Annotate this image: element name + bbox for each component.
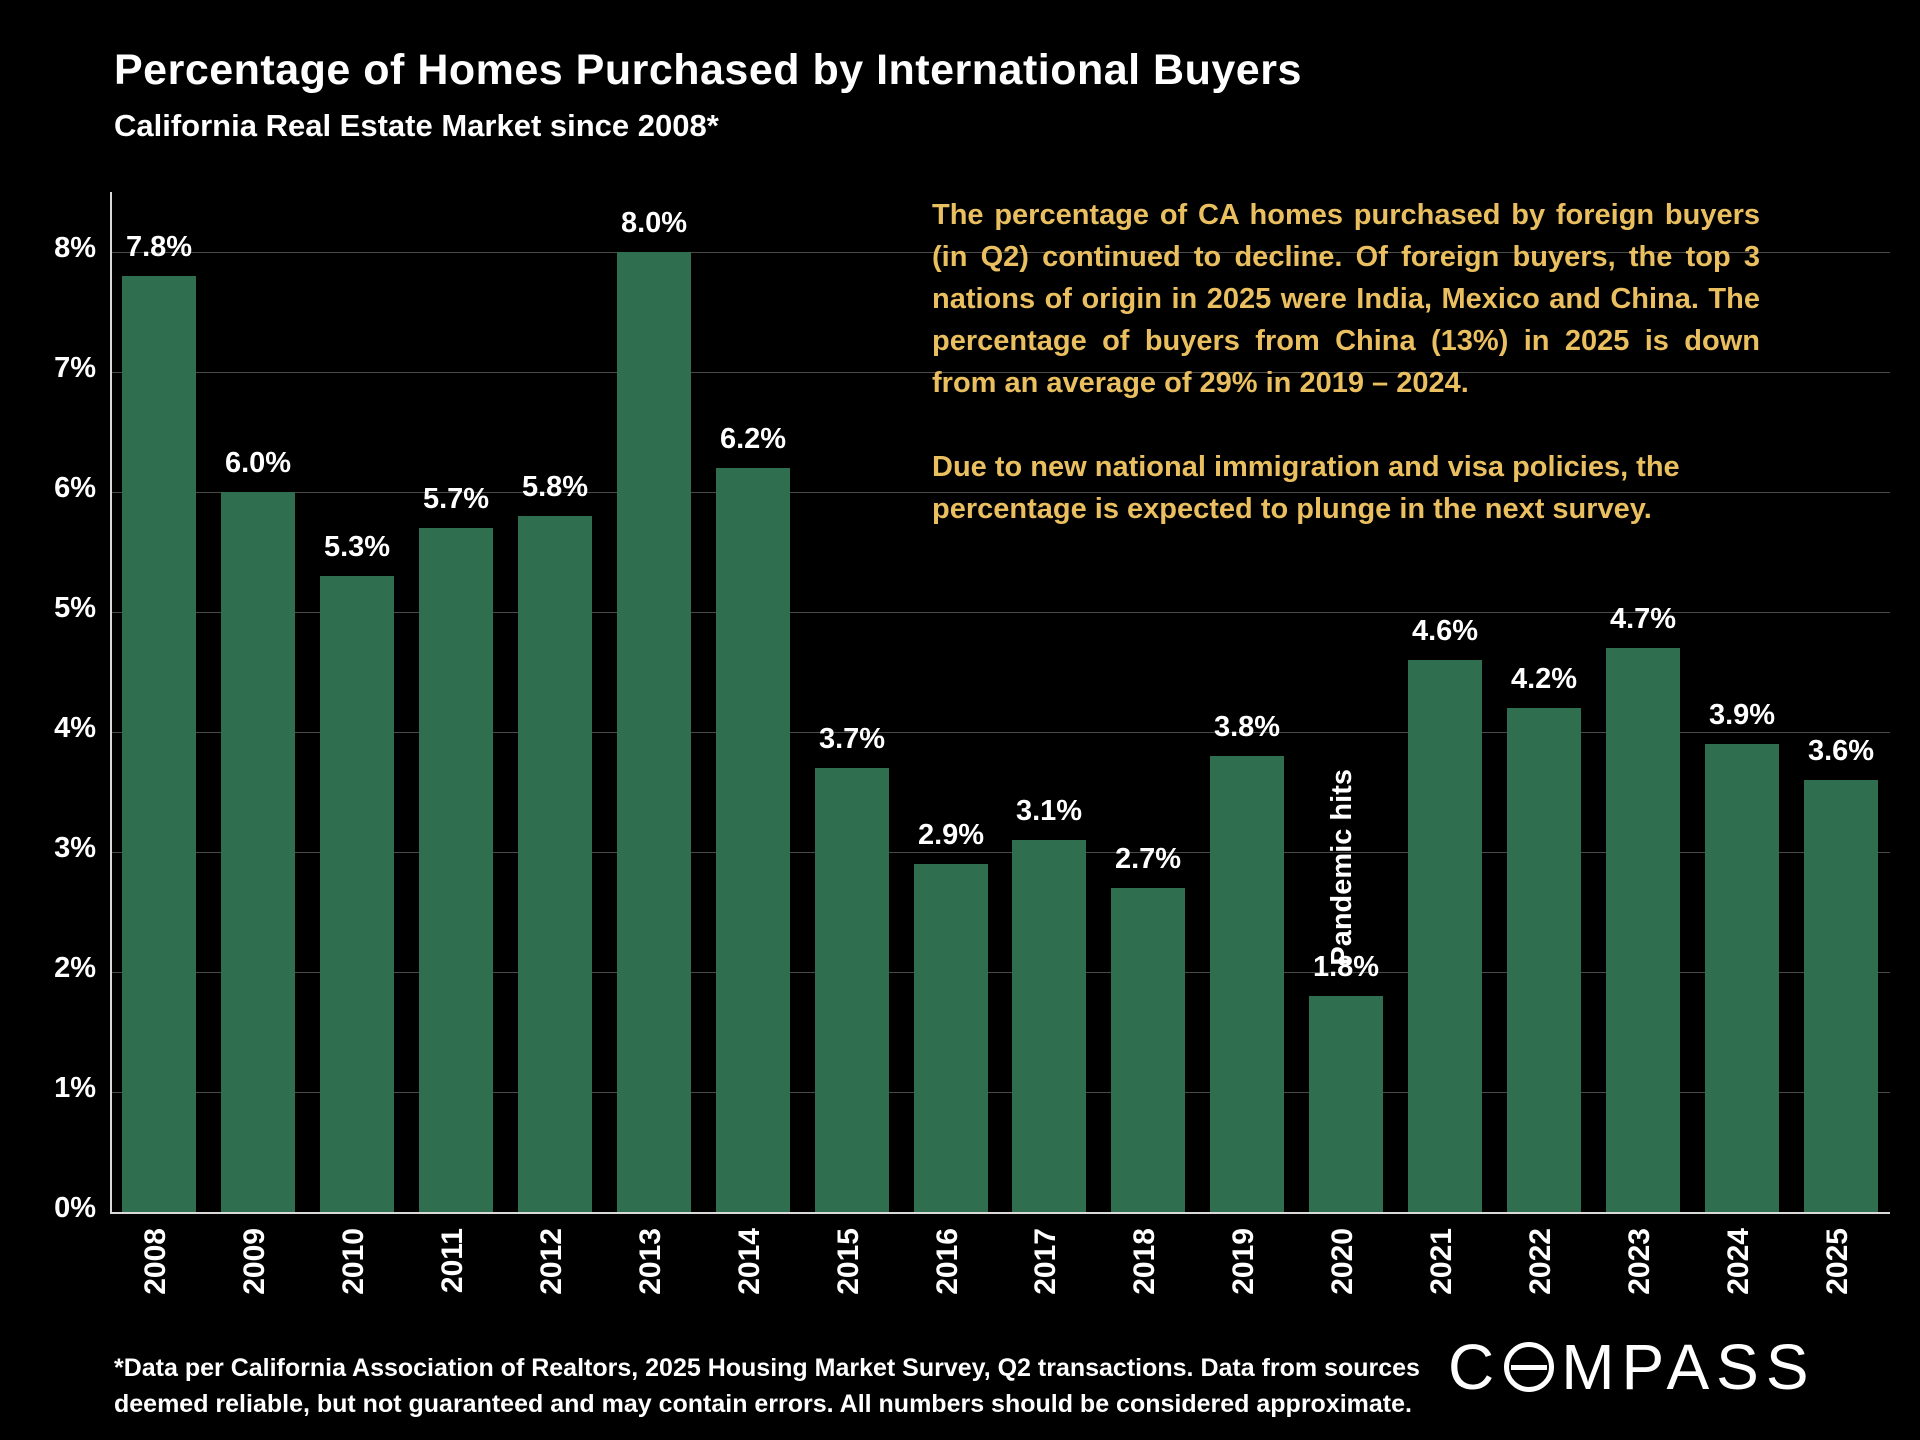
bar-value-label: 2.7% <box>1114 843 1182 875</box>
x-axis-label: 2010 <box>337 1228 370 1295</box>
y-axis-tick-label: 2% <box>54 952 96 984</box>
bar-2013 <box>617 252 691 1212</box>
x-axis-label: 2011 <box>436 1228 469 1294</box>
bar-2010 <box>320 576 394 1212</box>
gridline-8% <box>112 252 1890 253</box>
annotation-paragraph-2: Due to new national immigration and visa… <box>932 451 1680 526</box>
bar-value-label: 2.9% <box>917 819 985 851</box>
x-axis-label: 2020 <box>1326 1228 1359 1295</box>
bar-2014 <box>716 468 790 1212</box>
bar-2018 <box>1111 888 1185 1212</box>
bar-2022 <box>1507 708 1581 1212</box>
gridline-5% <box>112 612 1890 613</box>
bar-2016 <box>914 864 988 1212</box>
bar-value-label: 5.3% <box>323 531 391 563</box>
chart-title: Percentage of Homes Purchased by Interna… <box>114 46 1302 94</box>
pandemic-hits-annotation: Pandemic hits <box>1326 769 1358 966</box>
y-axis-tick-label: 5% <box>54 592 96 624</box>
bar-2023 <box>1606 648 1680 1212</box>
gridline-7% <box>112 372 1890 373</box>
y-axis-tick-label: 8% <box>54 232 96 264</box>
compass-logo-o-icon <box>1504 1342 1555 1392</box>
x-axis-label: 2019 <box>1227 1228 1260 1295</box>
bar-2019 <box>1210 756 1284 1212</box>
y-axis-line <box>110 192 112 1214</box>
bar-value-label: 3.8% <box>1213 711 1281 743</box>
compass-logo-text-left: C <box>1448 1331 1502 1403</box>
x-axis-label: 2022 <box>1524 1228 1557 1295</box>
bar-2012 <box>518 516 592 1212</box>
x-axis-label: 2023 <box>1623 1228 1656 1295</box>
compass-logo-text-right: MPASS <box>1561 1331 1816 1403</box>
bar-value-label: 3.7% <box>818 723 886 755</box>
annotation-paragraph-1: The percentage of CA homes purchased by … <box>932 199 1760 400</box>
x-axis-label: 2008 <box>139 1228 172 1295</box>
bar-2024 <box>1705 744 1779 1212</box>
gridline-4% <box>112 732 1890 733</box>
x-axis-label: 2013 <box>634 1228 667 1295</box>
bar-value-label: 3.1% <box>1015 795 1083 827</box>
x-axis-label: 2018 <box>1128 1228 1161 1295</box>
x-axis-label: 2024 <box>1722 1228 1755 1295</box>
x-axis-line <box>110 1212 1890 1214</box>
plot-area: 0% 1% 2% 3% 4% 5% 6% 7% 8% 7.8% 2008 6.0% 2009 5.3% 20… <box>54 192 1890 1295</box>
gridline-1% <box>112 1092 1890 1093</box>
gridline-2% <box>112 972 1890 973</box>
bar-2015 <box>815 768 889 1212</box>
y-axis-tick-label: 7% <box>54 352 96 384</box>
bar-value-label: 4.2% <box>1510 663 1578 695</box>
bar-value-label: 3.6% <box>1807 735 1875 767</box>
source-footnote: *Data per California Association of Real… <box>114 1354 1420 1419</box>
bar-2008 <box>122 276 196 1212</box>
bar-2020 <box>1309 996 1383 1212</box>
x-axis-label: 2012 <box>535 1228 568 1295</box>
bar-value-label: 4.7% <box>1609 603 1677 635</box>
gridline-6% <box>112 492 1890 493</box>
bar-2011 <box>419 528 493 1212</box>
bar-2021 <box>1408 660 1482 1212</box>
compass-logo: C MPASS <box>1448 1330 1816 1404</box>
y-axis-tick-label: 6% <box>54 472 96 504</box>
y-axis-tick-label: 3% <box>54 832 96 864</box>
bar-value-label: 6.0% <box>224 447 292 479</box>
x-axis-label: 2017 <box>1029 1228 1062 1295</box>
x-axis-label: 2025 <box>1821 1228 1854 1295</box>
bar-value-label: 8.0% <box>620 207 688 239</box>
bar-2017 <box>1012 840 1086 1212</box>
bar-value-label: 7.8% <box>125 231 193 263</box>
annotation-text-block: The percentage of CA homes purchased by … <box>932 194 1760 530</box>
y-axis-tick-label: 0% <box>54 1192 96 1224</box>
bar-value-label: 3.9% <box>1708 699 1776 731</box>
y-axis-tick-label: 1% <box>54 1072 96 1104</box>
bar-value-label: 5.7% <box>422 483 490 515</box>
bar-2009 <box>221 492 295 1212</box>
bar-2025 <box>1804 780 1878 1212</box>
bar-value-label: 4.6% <box>1411 615 1479 647</box>
bar-value-label: 6.2% <box>719 423 787 455</box>
bar-value-label: 1.8% <box>1312 951 1380 983</box>
x-axis-label: 2016 <box>931 1228 964 1295</box>
x-axis-label: 2021 <box>1425 1228 1458 1295</box>
y-axis-tick-label: 4% <box>54 712 96 744</box>
gridline-3% <box>112 852 1890 853</box>
chart-subtitle: California Real Estate Market since 2008… <box>114 108 719 143</box>
x-axis-label: 2015 <box>832 1228 865 1295</box>
bar-value-label: 5.8% <box>521 471 589 503</box>
x-axis-label: 2014 <box>733 1228 766 1295</box>
x-axis-label: 2009 <box>238 1228 271 1295</box>
